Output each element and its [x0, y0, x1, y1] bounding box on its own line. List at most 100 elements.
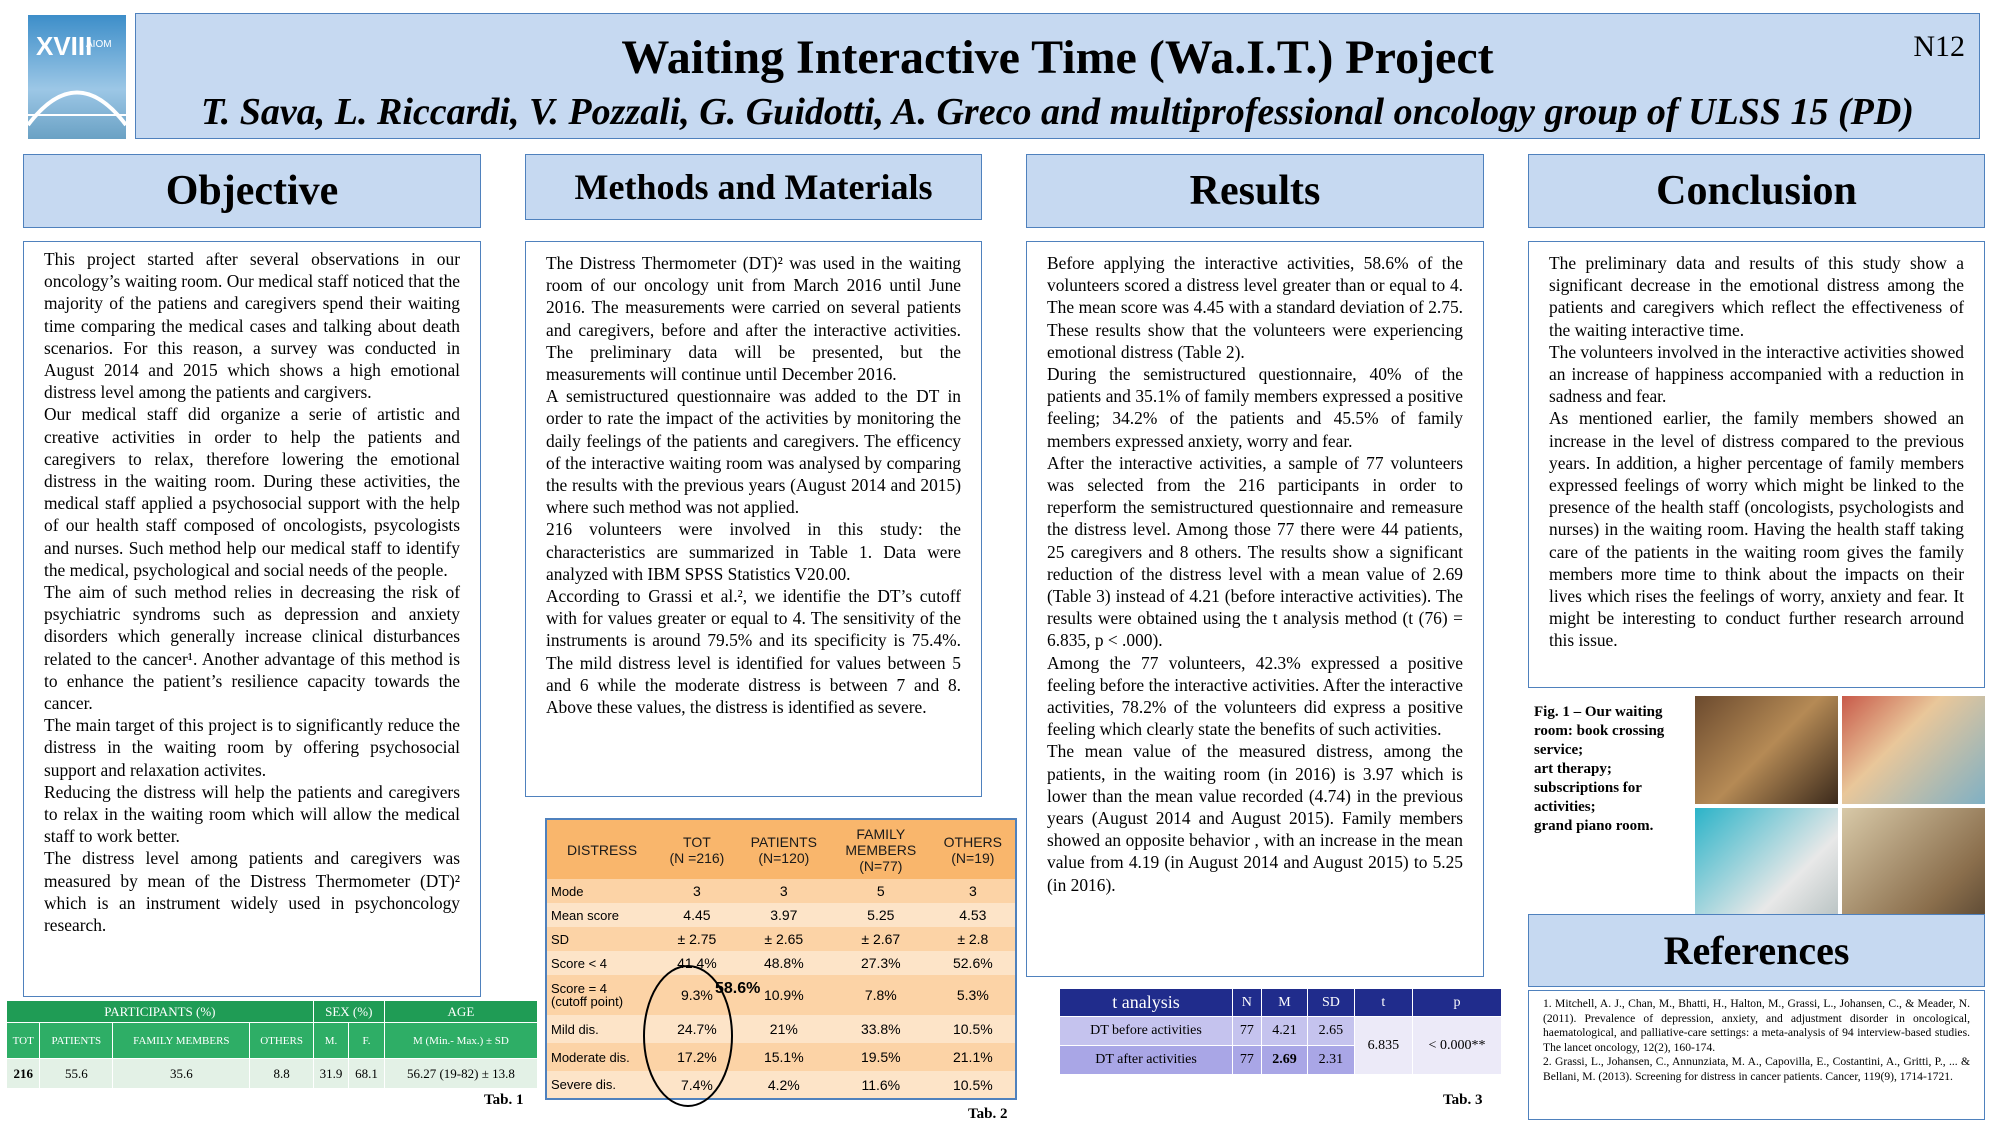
section-heading: Methods and Materials [525, 154, 982, 220]
logo-number: XVIII [36, 31, 93, 61]
paragraph: A semistructured questionnaire was added… [546, 386, 961, 518]
paragraph: The volunteers involved in the interacti… [1549, 341, 1964, 407]
table-row: 216 55.6 35.6 8.8 31.9 68.1 56.27 (19-82) ± 13… [5, 1058, 539, 1089]
text-box: The preliminary data and results of this… [1528, 241, 1985, 688]
poster-code: N12 [1913, 30, 1965, 63]
table-row: PARTICIPANTS (%) SEX (%) AGE [6, 1000, 539, 1023]
reference-box: 1. Mitchell, A. J., Chan, M., Bhatti, H.… [1528, 990, 1985, 1120]
section-heading: References [1528, 914, 1985, 987]
reference: 1. Mitchell, A. J., Chan, M., Bhatti, H.… [1543, 997, 1970, 1054]
table-cell: Mild dis. [551, 1021, 599, 1037]
table-header: t [1353, 988, 1414, 1017]
table-caption: Tab. 1 [484, 1092, 524, 1108]
table-header: M. [312, 1022, 350, 1059]
table-header: M (Min.- Max.) ± SD [383, 1022, 539, 1059]
table-cell: 48.8% [763, 955, 804, 971]
paragraph: Among the 77 volunteers, 42.3% expressed… [1047, 652, 1463, 740]
table-cell: 31.9 [312, 1058, 350, 1089]
table-header: FAMILY MEMBERS (N=77) [845, 825, 917, 874]
reference: 2. Grassi, L., Johansen, C., Annunziata,… [1543, 1055, 1970, 1083]
logo-text: AIOM [86, 39, 112, 50]
paragraph: Our medical staff did organize a serie o… [44, 404, 460, 580]
paragraph: During the semistructured questionnaire,… [1047, 364, 1463, 451]
table-row: Moderate dis. 17.2% 15.1% 19.5% 21.1% [546, 1043, 1016, 1071]
table-cell: 21% [769, 1021, 798, 1037]
table-cell: 11.6% [861, 1076, 901, 1093]
table-cell: 2.69 [1260, 1045, 1309, 1075]
table-header: TOT (N =216) [669, 833, 725, 866]
paragraph: The Distress Thermometer (DT)² was used … [546, 253, 961, 385]
table-cell: ± 2.67 [861, 931, 901, 947]
table-header: PATIENTS [39, 1022, 114, 1059]
table-cell: 21.1% [952, 1049, 993, 1065]
table-cell: 6.835 [1353, 1016, 1414, 1075]
table-cell: 7.4% [680, 1076, 713, 1093]
table-cell: < 0.000** [1412, 1016, 1502, 1075]
table-cell: 55.6 [39, 1058, 114, 1089]
table-header: F. [348, 1022, 385, 1059]
table-row: Severe dis. 7.4% 4.2% 11.6% 10.5% [546, 1071, 1016, 1099]
text-box: The Distress Thermometer (DT)² was used … [525, 241, 982, 797]
paragraph: As mentioned earlier, the family members… [1549, 408, 1964, 651]
table-cell: 3 [968, 883, 977, 899]
annotation: 58.6% [715, 980, 760, 997]
paragraph: 216 volunteers were involved in this stu… [546, 519, 961, 584]
table-row: Score < 4 41.4% 48.8% 27.3% 52.6% [546, 951, 1016, 975]
text-box: This project started after several obser… [23, 241, 481, 997]
table-cell: 68.1 [348, 1058, 385, 1089]
table-cell: 15.1% [763, 1049, 804, 1065]
caption-line: subscriptions for activities; [1534, 780, 1642, 815]
table-cell: 5 [876, 883, 885, 899]
table-cell: 2.65 [1307, 1016, 1355, 1046]
table-cell: 10.9% [763, 987, 804, 1003]
table-header: SD [1307, 988, 1355, 1017]
photo [1842, 696, 1985, 804]
table-cell: 3 [693, 883, 701, 899]
figure-caption: Fig. 1 – Our waiting room: book crossing… [1534, 703, 1684, 836]
table-cell: ± 2.75 [677, 931, 717, 947]
table-cell: 2.31 [1307, 1045, 1355, 1075]
paragraph: The mean value of the measured distress,… [1047, 741, 1463, 895]
table-cell: 7.8% [864, 987, 897, 1003]
table-cell: Mean score [551, 907, 619, 923]
table-header: p [1412, 988, 1502, 1017]
table-cell: 216 [5, 1058, 41, 1089]
authors: T. Sava, L. Riccardi, V. Pozzali, G. Gui… [201, 91, 1914, 133]
section-heading: Conclusion [1528, 154, 1985, 228]
table-header: AGE [383, 1000, 539, 1023]
table-cell: Score < 4 [551, 955, 608, 971]
table-header: FAMILY MEMBERS [112, 1022, 251, 1059]
table-header: PARTICIPANTS (%) [6, 1000, 314, 1023]
table-cell: 24.7% [677, 1021, 717, 1037]
header-box: Waiting Interactive Time (Wa.I.T.) Proje… [135, 13, 1980, 139]
caption-line: art therapy; [1534, 761, 1612, 777]
table-header: OTHERS (N=19) [943, 833, 1003, 866]
table-cell: 33.8% [860, 1021, 901, 1037]
table-row: DISTRESS TOT (N =216) PATIENTS (N=120) FAMI… [546, 819, 1016, 879]
photo [1695, 696, 1838, 804]
table-row: TOT PATIENTS FAMILY MEMBERS OTHERS M. F. M (Mi… [5, 1022, 539, 1059]
table-2: DISTRESS TOT (N =216) PATIENTS (N=120) FAMI… [545, 818, 1017, 1100]
paragraph: The aim of such method relies in decreas… [44, 582, 460, 714]
table-header: PATIENTS (N=120) [750, 833, 817, 866]
paragraph: After the interactive activities, a samp… [1047, 452, 1463, 651]
table-cell: 5.3% [956, 987, 989, 1003]
paragraph: The preliminary data and results of this… [1549, 253, 1964, 340]
table-cell: 3.97 [770, 907, 798, 923]
table-cell: Severe dis. [551, 1077, 617, 1092]
paragraph: According to Grassi et al.², we identifi… [546, 586, 961, 718]
table-cell: 10.5% [952, 1076, 993, 1093]
logo-bridge [28, 90, 126, 127]
table-cell: 5.25 [867, 907, 895, 923]
table-cell: 3 [779, 883, 788, 899]
table-2-overlay: 58.6% [643, 965, 760, 1107]
table-cell: 56.27 (19-82) ± 13.8 [383, 1058, 539, 1089]
section-heading: Results [1026, 154, 1484, 228]
table-cell: Score = 4 (cutoff point) [551, 981, 624, 1009]
table-cell: 77 [1232, 1016, 1262, 1046]
table-cell: 4.45 [683, 907, 711, 923]
table-row: Score = 4 (cutoff point) 9.3% 10.9% 7.8% 5.3… [546, 975, 1016, 1015]
text-box: Before applying the interactive activiti… [1026, 241, 1484, 977]
table-cell: ± 2.8 [957, 931, 989, 947]
